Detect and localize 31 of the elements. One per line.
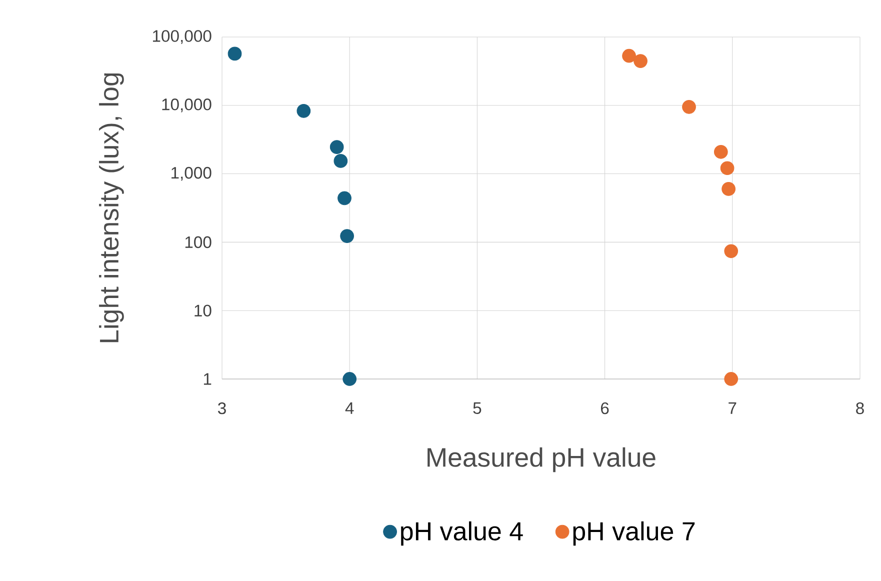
- point: [682, 100, 696, 114]
- x-axis-title: Measured pH value: [428, 447, 656, 472]
- point: [340, 229, 354, 243]
- point: [722, 182, 736, 196]
- y-axis-title: Light intensity (lux), log: [99, 73, 124, 342]
- point: [330, 140, 344, 154]
- point: [228, 46, 242, 61]
- x-tick-label: 4: [345, 402, 354, 414]
- point: [338, 191, 352, 206]
- y-tick-label: 10,000: [162, 98, 212, 112]
- x-tick-label: 8: [856, 402, 864, 414]
- point: [296, 104, 311, 118]
- x-tick-label: 7: [728, 402, 736, 414]
- point: [720, 161, 734, 176]
- point: [622, 48, 636, 63]
- y-tick-label: 1: [204, 373, 212, 385]
- y-tick-label: 100,000: [152, 30, 212, 44]
- y-tick-label: 100: [185, 236, 212, 248]
- point: [724, 244, 738, 258]
- point: [724, 372, 738, 386]
- legend-label: pH value 4: [401, 521, 523, 546]
- point: [334, 154, 348, 168]
- x-tick-label: 5: [473, 402, 482, 414]
- point: [342, 372, 357, 386]
- point: [714, 144, 728, 159]
- x-tick-label: 3: [218, 402, 226, 414]
- y-tick-label: 1,000: [172, 166, 212, 181]
- point: [634, 54, 648, 68]
- x-tick-label: 6: [601, 402, 609, 414]
- legend-label: pH value 7: [573, 521, 695, 546]
- y-tick-label: 10: [194, 304, 212, 316]
